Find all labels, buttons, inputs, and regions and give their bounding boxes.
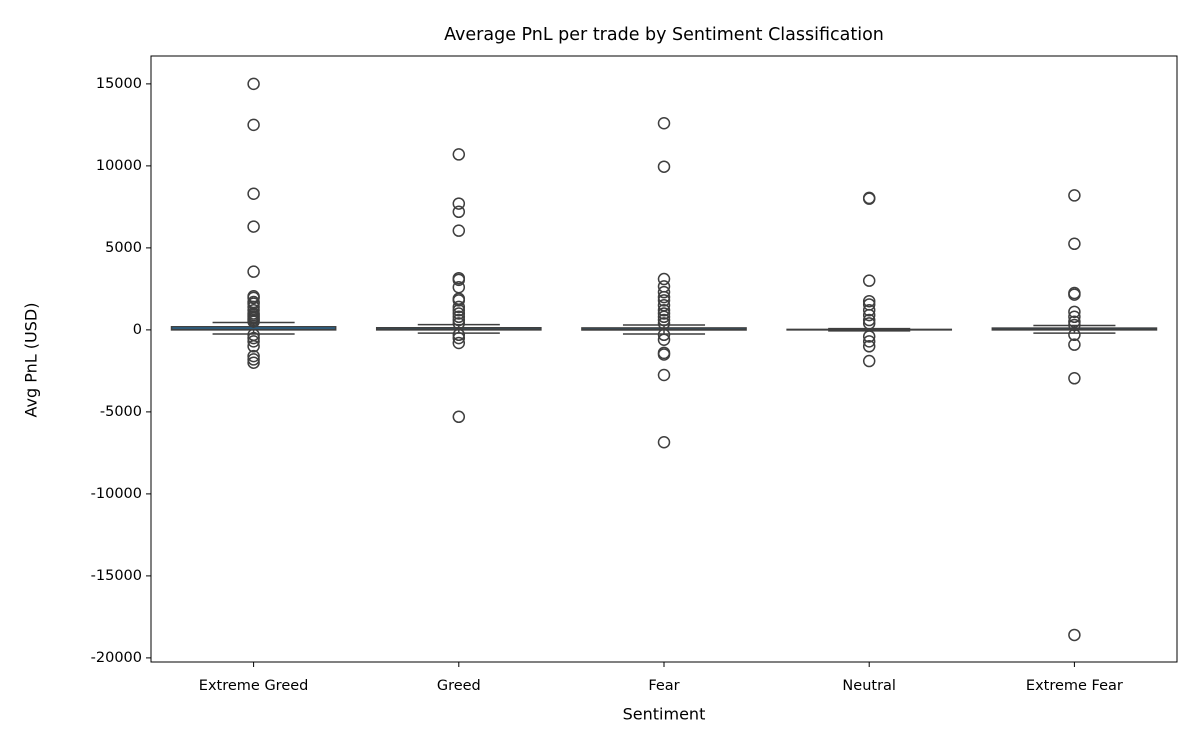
outlier (1068, 310, 1081, 324)
outlier (862, 317, 876, 330)
outlier (452, 224, 466, 237)
outlier (657, 294, 671, 307)
outlier (247, 265, 260, 278)
outlier (657, 160, 671, 173)
outlier (1068, 189, 1081, 202)
outlier (247, 118, 260, 132)
outlier (657, 328, 671, 342)
outlier (452, 331, 466, 345)
outlier (247, 340, 260, 353)
outlier (247, 315, 260, 328)
outlier (657, 368, 671, 382)
outlier (247, 335, 260, 348)
outlier (862, 192, 876, 205)
outlier (657, 303, 671, 317)
outlier (862, 330, 876, 343)
x-tick-label: Neutral (842, 678, 896, 694)
outlier (657, 348, 671, 361)
x-axis-label: Sentiment (623, 705, 706, 724)
outlier (247, 349, 260, 363)
outlier (452, 307, 466, 320)
x-tick-label: Greed (437, 678, 481, 694)
outlier (247, 356, 260, 369)
outlier (247, 187, 260, 201)
y-tick-label: -10000 (91, 486, 142, 502)
chart-title: Average PnL per trade by Sentiment Class… (444, 25, 884, 45)
outlier (657, 333, 671, 346)
outlier (452, 310, 466, 324)
outlier (247, 331, 260, 345)
outlier (657, 313, 671, 327)
x-tick-label: Extreme Greed (199, 678, 309, 694)
y-tick-label: -5000 (100, 404, 142, 420)
outlier (1068, 305, 1081, 319)
outlier (862, 294, 876, 308)
outlier (452, 336, 466, 350)
y-tick-label: 0 (133, 322, 142, 338)
outlier (657, 116, 671, 130)
outlier (247, 353, 260, 366)
outlier (452, 300, 466, 314)
y-tick-label: 5000 (105, 240, 142, 256)
y-axis-label: Avg PnL (USD) (22, 303, 41, 418)
outlier (862, 313, 876, 327)
x-tick-label: Extreme Fear (1026, 678, 1123, 694)
outlier (452, 197, 466, 210)
outlier (452, 303, 466, 317)
outlier (247, 291, 260, 305)
y-tick-label: -20000 (91, 650, 142, 666)
outlier (657, 307, 671, 320)
outlier (657, 310, 671, 324)
x-tick-label: Fear (648, 678, 679, 694)
outlier (657, 285, 671, 299)
outlier (1068, 372, 1081, 385)
outlier (862, 308, 876, 322)
outlier (1068, 288, 1081, 301)
outlier (452, 148, 466, 161)
outlier (452, 313, 466, 327)
outlier (452, 294, 466, 307)
outlier (657, 272, 671, 286)
outlier (1068, 318, 1081, 332)
outlier (1068, 628, 1081, 642)
outlier (1068, 338, 1081, 351)
outlier (657, 290, 671, 304)
outlier (862, 354, 876, 368)
outlier (247, 77, 260, 91)
outlier (862, 274, 876, 287)
outlier (452, 205, 466, 219)
outlier (452, 328, 466, 342)
outlier (452, 273, 466, 287)
outlier (1068, 315, 1081, 328)
outlier (452, 410, 466, 424)
outlier (1068, 328, 1081, 342)
plot-frame (150, 55, 1178, 663)
outlier (862, 340, 876, 353)
outlier (862, 335, 876, 348)
y-tick-label: -15000 (91, 568, 142, 584)
outlier (862, 303, 876, 317)
outlier (1068, 237, 1081, 251)
y-tick-label: 15000 (96, 76, 142, 92)
y-tick-label: 10000 (96, 158, 142, 174)
outlier (657, 435, 671, 449)
outlier (247, 220, 260, 233)
